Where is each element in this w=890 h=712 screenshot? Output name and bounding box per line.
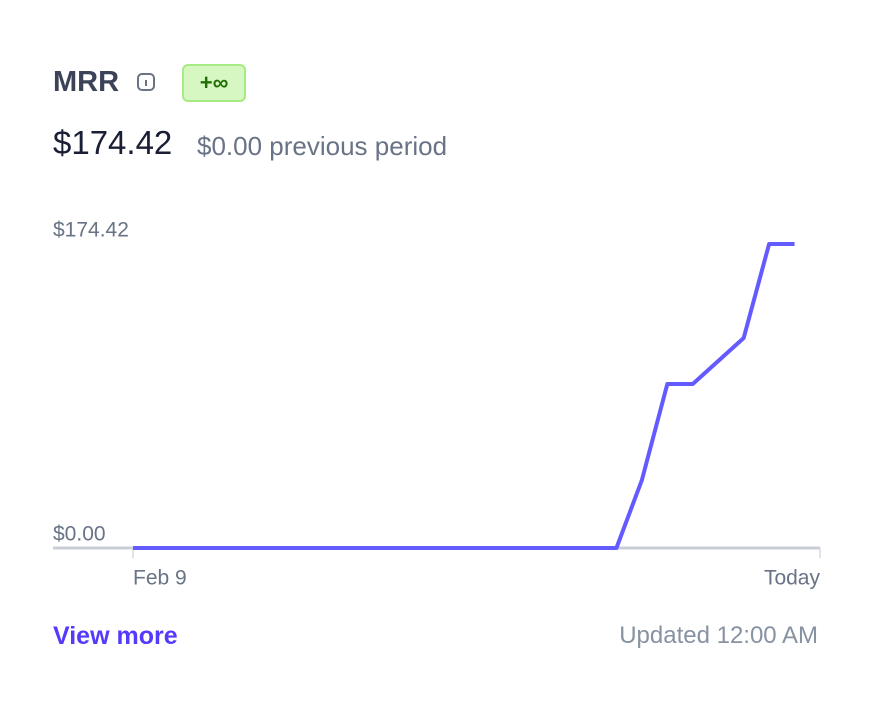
current-value: $174.42 — [53, 124, 173, 161]
y-tick-label: $174.42 — [53, 219, 129, 242]
y-tick-label: $0.00 — [53, 523, 106, 546]
updated-time: Updated 12:00 AM — [619, 622, 818, 649]
x-tick-label: Today — [764, 567, 821, 590]
title: MRR — [53, 66, 120, 98]
x-tick-label: Feb 9 — [133, 567, 187, 590]
info-icon[interactable] — [137, 73, 155, 91]
line — [133, 242, 795, 550]
previous-value: $0.00 previous period — [197, 131, 448, 161]
change-badge: +∞ — [182, 64, 246, 102]
view-more-link[interactable]: View more — [53, 622, 178, 650]
